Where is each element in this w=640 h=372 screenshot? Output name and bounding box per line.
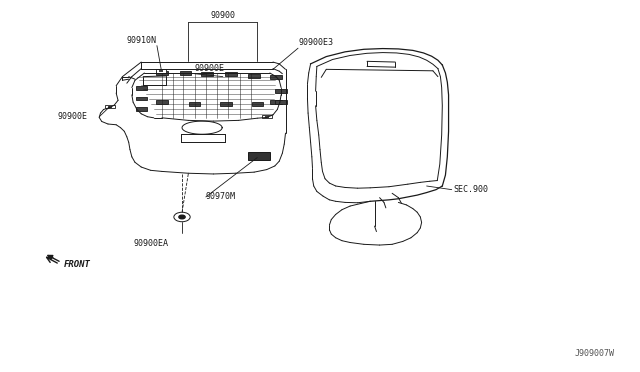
- Text: 90900E3: 90900E3: [298, 38, 333, 47]
- Bar: [271, 75, 282, 78]
- Bar: [225, 73, 237, 76]
- Bar: [179, 71, 191, 75]
- Bar: [275, 89, 287, 93]
- Text: 90970M: 90970M: [206, 192, 236, 201]
- Text: 90910N: 90910N: [126, 36, 156, 45]
- Bar: [248, 74, 260, 77]
- Bar: [156, 70, 166, 73]
- Text: J909007W: J909007W: [575, 349, 615, 358]
- Bar: [156, 100, 168, 104]
- Bar: [156, 71, 168, 75]
- Bar: [136, 86, 147, 90]
- Bar: [136, 108, 147, 111]
- Bar: [271, 100, 282, 104]
- Bar: [275, 100, 287, 104]
- Text: FRONT: FRONT: [64, 260, 91, 269]
- Circle shape: [179, 215, 185, 219]
- Bar: [202, 72, 212, 76]
- Bar: [136, 97, 147, 100]
- Text: 90900E: 90900E: [195, 64, 225, 73]
- Bar: [252, 102, 263, 106]
- Bar: [108, 105, 112, 108]
- Bar: [159, 70, 163, 72]
- Text: SEC.900: SEC.900: [453, 185, 488, 194]
- Bar: [189, 102, 200, 106]
- Bar: [265, 116, 269, 118]
- Text: 90900: 90900: [211, 11, 236, 20]
- Text: 90900E: 90900E: [58, 112, 88, 121]
- Bar: [248, 153, 271, 160]
- Bar: [220, 102, 232, 106]
- Bar: [262, 115, 272, 119]
- Bar: [105, 105, 115, 108]
- Text: 90900EA: 90900EA: [133, 239, 168, 248]
